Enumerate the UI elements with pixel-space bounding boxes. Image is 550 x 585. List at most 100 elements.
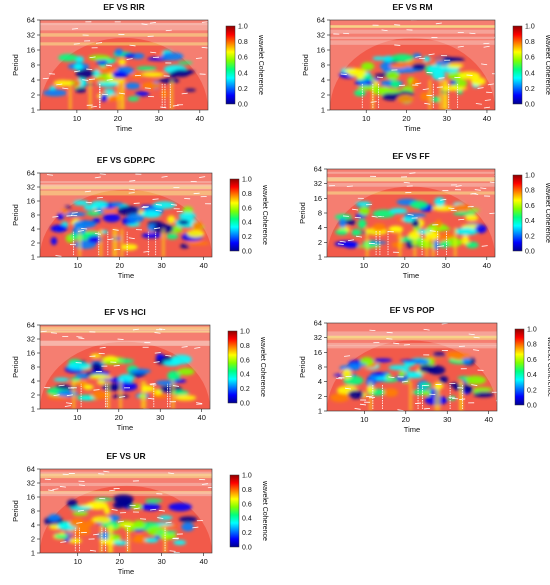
colorbar-tick-label: 0.0 xyxy=(527,403,537,410)
y-tick-label: 32 xyxy=(27,479,35,488)
colorbar-tick-label: 0.0 xyxy=(242,249,252,256)
y-tick-label: 32 xyxy=(27,335,35,344)
y-tick-label: 16 xyxy=(27,46,35,55)
colorbar-tick-label: 1.0 xyxy=(525,24,535,31)
colorbar-tick-label: 0.2 xyxy=(527,387,537,394)
x-tick-label: 40 xyxy=(198,413,206,422)
y-tick-label: 1 xyxy=(318,253,322,262)
y-tick-label: 1 xyxy=(31,405,35,414)
colorbar xyxy=(228,331,237,403)
colorbar-tick-label: 0.4 xyxy=(525,70,535,77)
colorbar-tick-label: 0.8 xyxy=(527,342,537,349)
y-axis-label: Period xyxy=(298,356,307,378)
colorbar-tick-label: 0.4 xyxy=(525,218,535,225)
colorbar-tick-label: 0.6 xyxy=(242,205,252,212)
colorbar-tick-label: 0.6 xyxy=(240,357,250,364)
y-tick-label: 16 xyxy=(27,197,35,206)
x-tick-label: 20 xyxy=(402,415,410,424)
y-tick-label: 8 xyxy=(318,363,322,372)
x-tick-label: 20 xyxy=(116,261,124,270)
y-tick-label: 16 xyxy=(27,493,35,502)
colorbar-label: wavelet Coherence xyxy=(544,34,550,95)
x-tick-label: 20 xyxy=(114,114,122,123)
colorbar-tick-label: 0.0 xyxy=(525,249,535,256)
y-tick-label: 4 xyxy=(318,223,322,232)
colorbar-tick-label: 0.2 xyxy=(242,234,252,241)
x-tick-label: 10 xyxy=(360,261,368,270)
x-axis-label: Time xyxy=(118,271,134,280)
x-tick-label: 20 xyxy=(116,557,124,566)
colorbar-tick-label: 0.8 xyxy=(242,487,252,494)
x-tick-label: 30 xyxy=(157,557,165,566)
chart-title: EF VS FF xyxy=(392,151,429,161)
x-tick-label: 40 xyxy=(483,114,491,123)
colorbar-label: wavelet Coherence xyxy=(259,336,266,397)
colorbar-tick-label: 0.0 xyxy=(240,401,250,408)
colorbar-tick-label: 0.8 xyxy=(238,39,248,46)
y-tick-label: 1 xyxy=(321,106,325,115)
colorbar-tick-label: 0.8 xyxy=(525,39,535,46)
colorbar xyxy=(230,475,239,547)
y-tick-label: 8 xyxy=(31,507,35,516)
colorbar-tick-label: 0.4 xyxy=(242,516,252,523)
chart-title: EF VS POP xyxy=(390,305,435,315)
x-tick-label: 40 xyxy=(196,114,204,123)
y-tick-label: 16 xyxy=(317,46,325,55)
y-tick-label: 4 xyxy=(321,76,325,85)
colorbar-tick-label: 0.8 xyxy=(240,343,250,350)
x-tick-label: 10 xyxy=(360,415,368,424)
chart-title: EF VS GDP.PC xyxy=(97,155,155,165)
x-tick-label: 10 xyxy=(74,261,82,270)
colorbar-tick-label: 0.8 xyxy=(242,191,252,198)
y-tick-label: 2 xyxy=(31,239,35,248)
x-tick-label: 30 xyxy=(156,413,164,422)
colorbar-tick-label: 0.2 xyxy=(238,86,248,93)
x-axis-label: Time xyxy=(404,124,420,133)
colorbar-tick-label: 0.4 xyxy=(242,220,252,227)
x-tick-label: 10 xyxy=(362,114,370,123)
y-tick-label: 64 xyxy=(27,465,35,474)
colorbar-tick-label: 1.0 xyxy=(238,24,248,31)
y-tick-label: 16 xyxy=(27,349,35,358)
y-tick-label: 4 xyxy=(31,225,35,234)
y-tick-label: 64 xyxy=(314,165,322,174)
y-tick-label: 64 xyxy=(27,321,35,330)
colorbar-tick-label: 0.0 xyxy=(238,102,248,109)
y-tick-label: 4 xyxy=(318,377,322,386)
colorbar-tick-label: 0.6 xyxy=(527,357,537,364)
x-tick-label: 30 xyxy=(443,415,451,424)
colorbar-tick-label: 1.0 xyxy=(240,329,250,336)
colorbar xyxy=(226,26,235,104)
y-axis-label: Period xyxy=(11,204,20,226)
y-tick-label: 2 xyxy=(321,91,325,100)
y-tick-label: 8 xyxy=(318,209,322,218)
x-tick-label: 30 xyxy=(155,114,163,123)
y-axis-label: Period xyxy=(11,500,20,522)
y-tick-label: 64 xyxy=(27,169,35,178)
y-tick-label: 2 xyxy=(318,238,322,247)
x-tick-label: 30 xyxy=(157,261,165,270)
colorbar xyxy=(513,26,522,104)
y-tick-label: 2 xyxy=(31,391,35,400)
y-tick-label: 64 xyxy=(317,16,325,25)
y-tick-label: 1 xyxy=(31,253,35,262)
colorbar-tick-label: 0.6 xyxy=(242,501,252,508)
y-tick-label: 2 xyxy=(31,91,35,100)
y-tick-label: 1 xyxy=(318,407,322,416)
y-tick-label: 16 xyxy=(314,348,322,357)
chart-title: EF VS RM xyxy=(392,2,432,12)
colorbar-tick-label: 0.2 xyxy=(525,86,535,93)
y-tick-label: 32 xyxy=(314,333,322,342)
colorbar-tick-label: 0.6 xyxy=(525,203,535,210)
x-axis-label: Time xyxy=(117,423,133,432)
colorbar-tick-label: 0.6 xyxy=(525,55,535,62)
y-tick-label: 16 xyxy=(314,194,322,203)
y-tick-label: 8 xyxy=(31,61,35,70)
y-tick-label: 4 xyxy=(31,377,35,386)
x-tick-label: 20 xyxy=(401,261,409,270)
x-tick-label: 40 xyxy=(199,261,207,270)
colorbar-label: wavelet Coherence xyxy=(261,480,268,541)
